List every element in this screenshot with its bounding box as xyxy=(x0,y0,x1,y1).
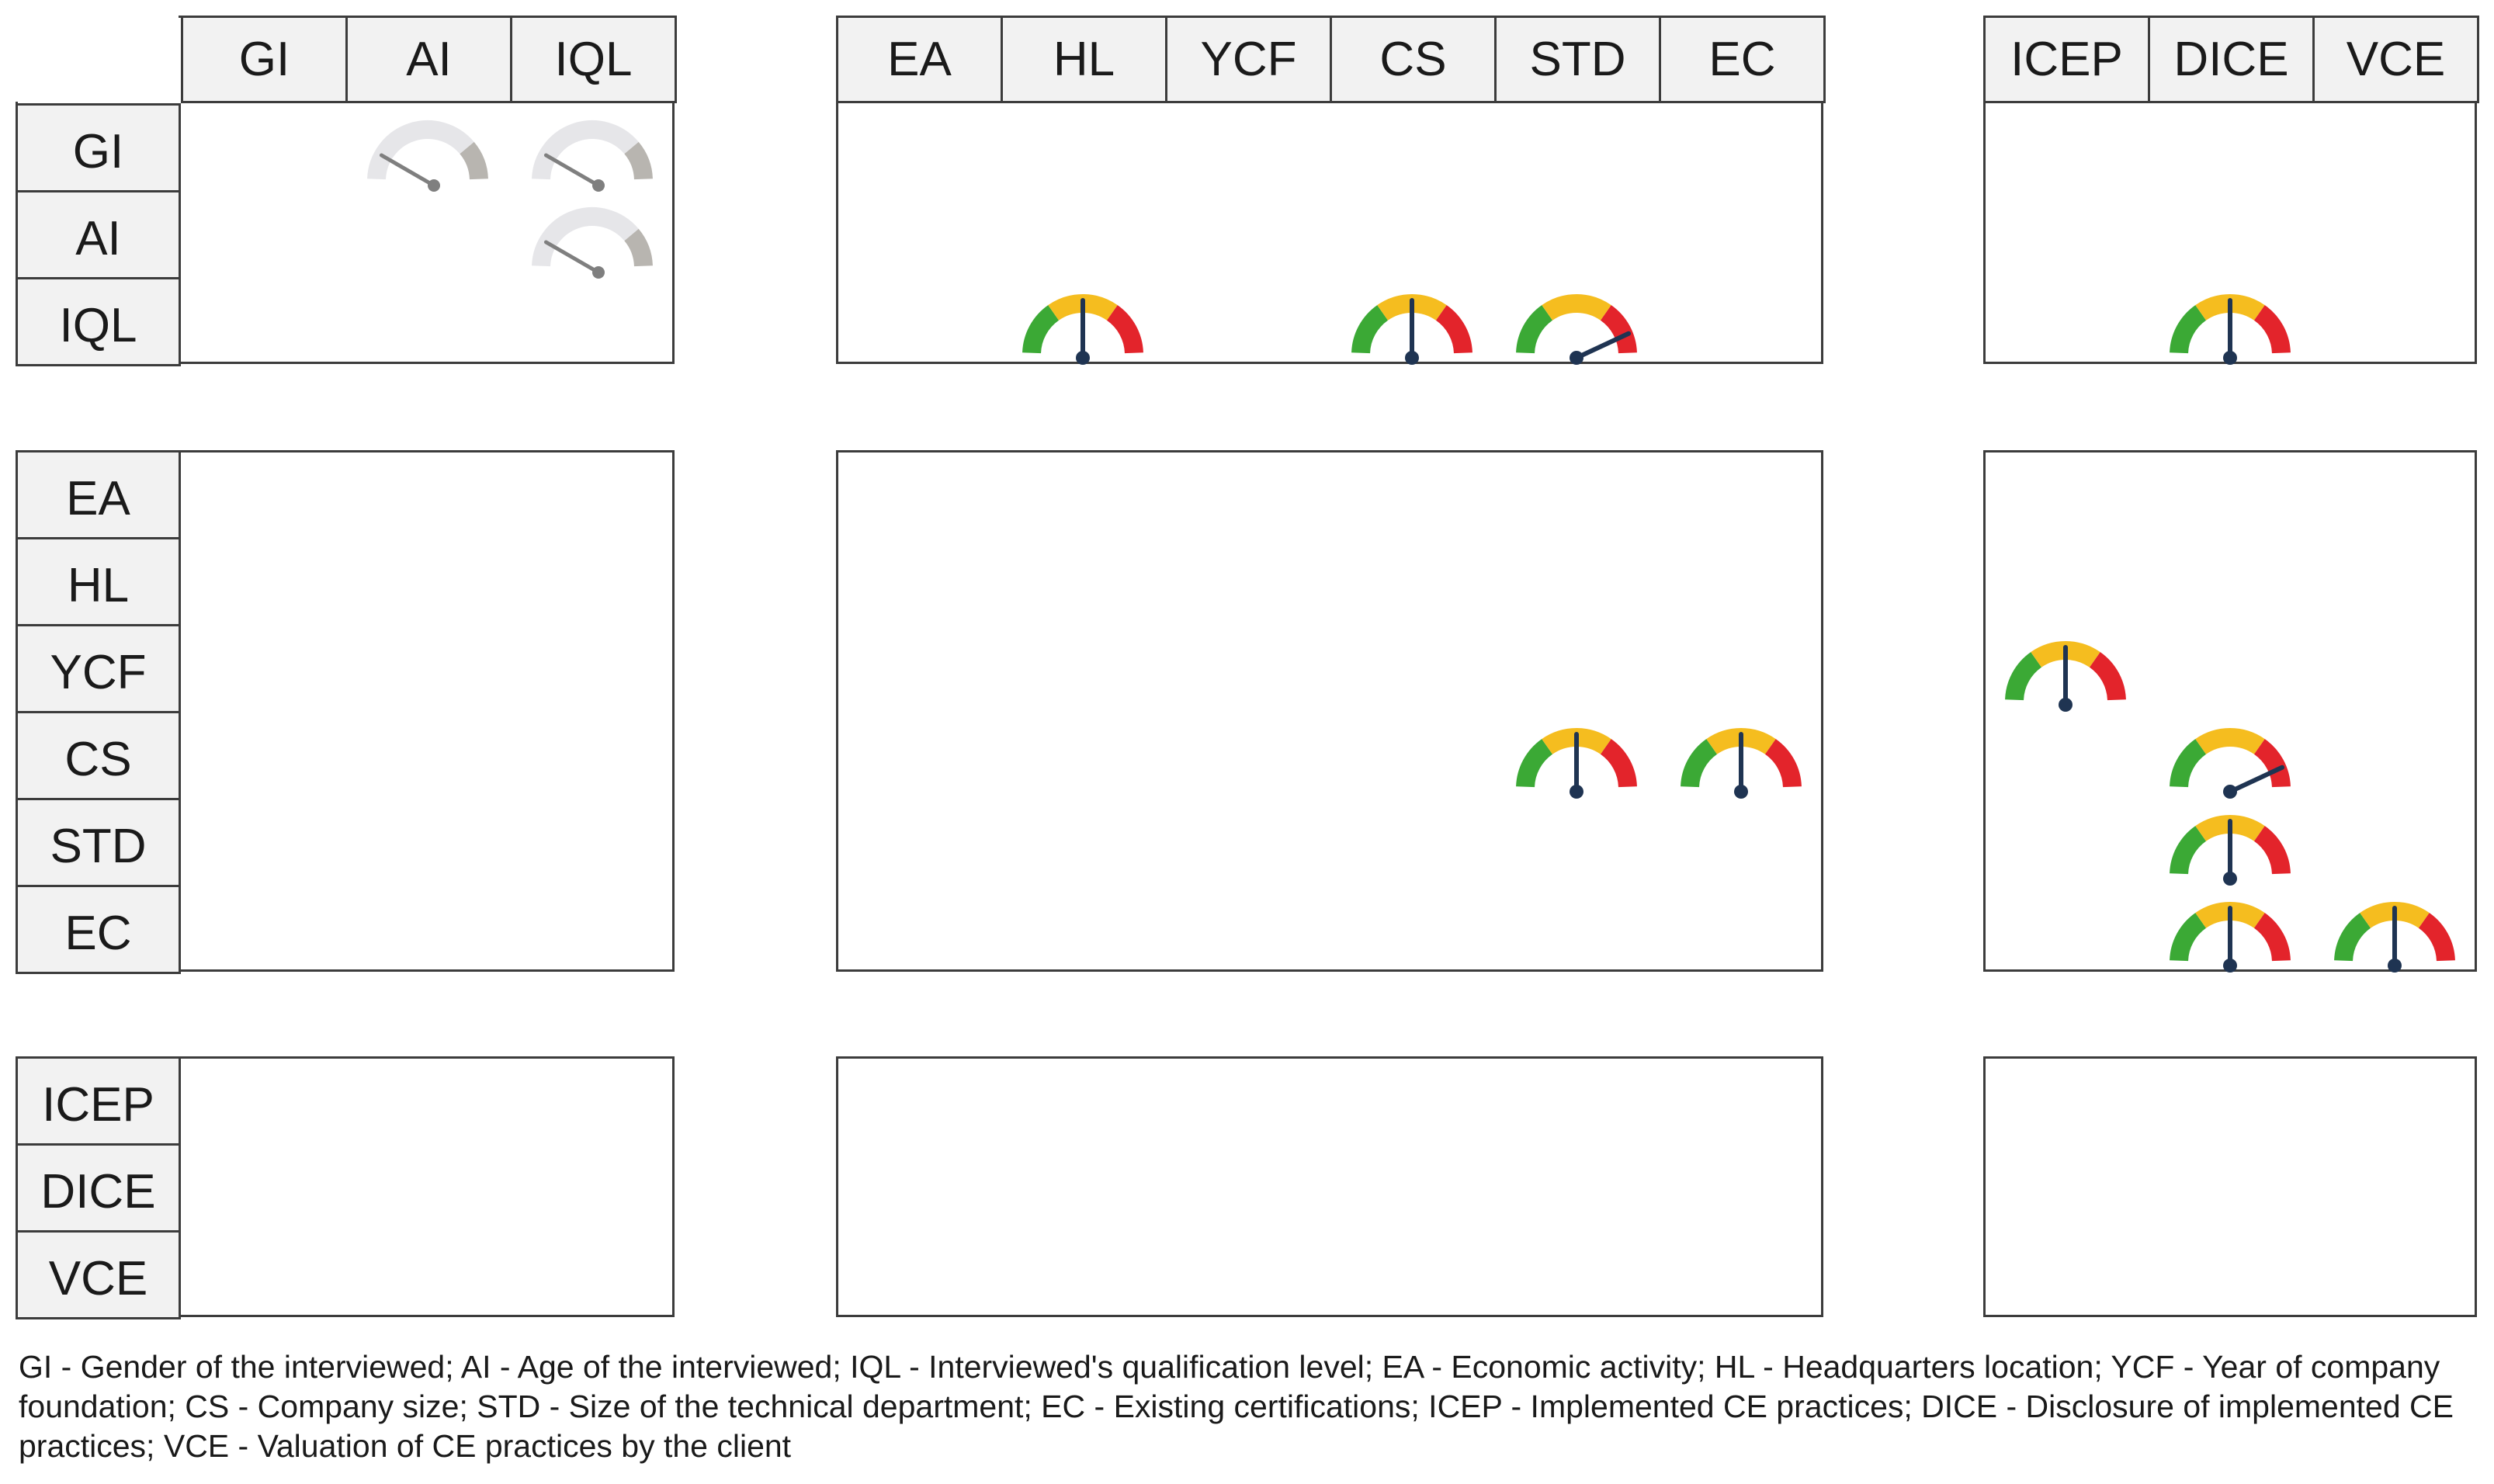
column-header-ai: AI xyxy=(345,16,512,103)
gauge-arc-dark xyxy=(624,141,653,180)
row-header-std: STD xyxy=(16,798,181,887)
column-header-dice: DICE xyxy=(2148,16,2315,103)
column-header-ycf: YCF xyxy=(1165,16,1332,103)
gauge-needle-hub xyxy=(1570,351,1583,365)
row-header-ai: AI xyxy=(16,190,181,279)
matrix-panel-g3-g3 xyxy=(1983,1056,2477,1317)
gauge-arc-light xyxy=(532,120,639,180)
gauge-cs-std-colored xyxy=(1516,728,1637,799)
gauge-needle-hub xyxy=(2059,698,2073,712)
gauge-arc-red xyxy=(2253,913,2291,962)
gauge-needle-hub xyxy=(1570,785,1583,799)
gauge-needle-hub xyxy=(592,179,605,192)
row-header-ea: EA xyxy=(16,450,181,539)
matrix-panel-g2-g2 xyxy=(836,450,1823,972)
gauge-arc-light xyxy=(367,120,474,180)
gauge-arc-green xyxy=(2170,305,2207,354)
gauge-cs-ec-colored xyxy=(1681,728,1802,799)
column-header-vce: VCE xyxy=(2312,16,2479,103)
gauge-needle-hub xyxy=(2223,785,2237,799)
gauge-arc-yellow xyxy=(2195,728,2265,755)
gauge-iql-dice-colored xyxy=(2170,294,2291,365)
column-header-cs: CS xyxy=(1330,16,1497,103)
gauge-arc-dark xyxy=(624,228,653,267)
gauge-arc-red xyxy=(1764,739,1802,788)
gauge-arc-red xyxy=(2253,826,2291,875)
gauge-arc-red xyxy=(1600,739,1637,788)
gauge-arc-red xyxy=(1435,305,1472,354)
column-header-iql: IQL xyxy=(510,16,677,103)
gauge-needle xyxy=(543,153,601,188)
gauge-ai-iql-grey xyxy=(532,207,653,279)
gauge-needle xyxy=(1574,331,1632,360)
gauge-cs-dice-colored xyxy=(2170,728,2291,799)
column-header-ec: EC xyxy=(1659,16,1826,103)
row-header-iql: IQL xyxy=(16,277,181,366)
gauge-arc-green xyxy=(2334,913,2371,962)
gauge-arc-dark xyxy=(460,141,488,180)
gauge-arc-red xyxy=(2253,305,2291,354)
column-header-hl: HL xyxy=(1001,16,1167,103)
gauge-gi-ai-grey xyxy=(367,120,488,192)
header-corner-blank xyxy=(12,12,179,102)
gauge-arc-green xyxy=(2005,652,2042,701)
gauge-needle-hub xyxy=(592,266,605,279)
gauge-arc-light xyxy=(532,207,639,267)
gauge-arc-green xyxy=(1516,305,1553,354)
row-header-vce: VCE xyxy=(16,1230,181,1319)
gauge-arc-green xyxy=(2170,826,2207,875)
gauge-needle-hub xyxy=(428,179,440,192)
gauge-arc-red xyxy=(1106,305,1143,354)
gauge-ec-dice-colored xyxy=(2170,902,2291,973)
gauge-iql-cs-colored xyxy=(1351,294,1472,365)
row-header-ycf: YCF xyxy=(16,624,181,713)
row-header-dice: DICE xyxy=(16,1143,181,1233)
gauge-arc-yellow xyxy=(1542,294,1611,321)
gauge-needle-hub xyxy=(1405,351,1419,365)
row-header-ec: EC xyxy=(16,885,181,974)
gauge-needle-hub xyxy=(2388,959,2402,973)
gauge-arc-green xyxy=(2170,913,2207,962)
gauge-needle-hub xyxy=(2223,351,2237,365)
abbreviation-legend: GI - Gender of the interviewed; AI - Age… xyxy=(19,1349,2454,1464)
gauge-needle-hub xyxy=(1076,351,1090,365)
gauge-gi-iql-grey xyxy=(532,120,653,192)
gauge-ycf-icep-colored xyxy=(2005,641,2126,712)
gauge-arc-red xyxy=(2418,913,2455,962)
row-header-cs: CS xyxy=(16,711,181,800)
column-header-icep: ICEP xyxy=(1983,16,2150,103)
gauge-needle xyxy=(379,153,436,188)
gauge-arc-green xyxy=(1516,739,1553,788)
gauge-arc-red xyxy=(1600,305,1637,354)
gauge-arc-red xyxy=(2253,739,2291,788)
gauge-arc-green xyxy=(1351,305,1389,354)
gauge-arc-green xyxy=(1681,739,1718,788)
row-header-hl: HL xyxy=(16,537,181,626)
column-header-ea: EA xyxy=(836,16,1003,103)
gauge-needle-hub xyxy=(1734,785,1748,799)
gauge-iql-hl-colored xyxy=(1022,294,1143,365)
gauge-arc-red xyxy=(2089,652,2126,701)
column-header-std: STD xyxy=(1494,16,1661,103)
gauge-needle-hub xyxy=(2223,959,2237,973)
gauge-arc-green xyxy=(1022,305,1060,354)
gauge-std-dice-colored xyxy=(2170,815,2291,886)
gauge-needle xyxy=(543,240,601,275)
gauge-needle xyxy=(2228,765,2285,794)
gauge-arc-green xyxy=(2170,739,2207,788)
gauge-needle-hub xyxy=(2223,872,2237,886)
row-header-icep: ICEP xyxy=(16,1056,181,1146)
gauge-ec-vce-colored xyxy=(2334,902,2455,973)
row-header-gi: GI xyxy=(16,103,181,192)
column-header-gi: GI xyxy=(181,16,348,103)
gauge-iql-std-colored xyxy=(1516,294,1637,365)
matrix-panel-g3-g2 xyxy=(836,1056,1823,1317)
